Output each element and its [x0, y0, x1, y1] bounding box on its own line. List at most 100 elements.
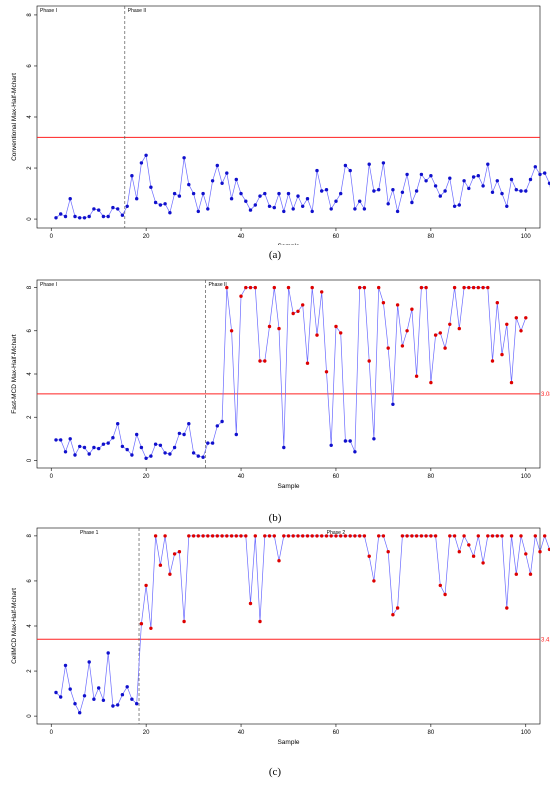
data-point — [225, 534, 229, 538]
data-point — [490, 534, 495, 538]
chart-panel-a: 0 20 40 60 80 100 0 2 4 6 8 Sample Conventional Max-… — [11, 5, 550, 245]
data-point — [329, 534, 333, 538]
data-point — [524, 552, 528, 556]
data-point — [424, 534, 428, 538]
data-point — [528, 177, 533, 182]
data-point — [253, 534, 257, 538]
data-point — [73, 214, 77, 219]
data-point — [163, 534, 167, 538]
data-point — [168, 452, 172, 456]
data-point — [296, 194, 300, 198]
data-point — [153, 534, 158, 538]
data-point — [258, 359, 262, 363]
x-tick-label: 40 — [238, 730, 245, 736]
data-point — [191, 451, 196, 455]
data-point — [210, 179, 215, 183]
data-point — [467, 285, 471, 290]
data-point — [296, 534, 300, 538]
data-point — [92, 697, 96, 701]
phase-2-label: Phase II — [208, 282, 226, 288]
x-tick-label: 20 — [143, 474, 150, 480]
data-point — [533, 165, 537, 169]
data-point — [410, 534, 414, 538]
data-point — [419, 534, 424, 538]
data-point — [92, 445, 96, 450]
data-point — [471, 554, 476, 558]
data-point — [130, 453, 134, 457]
data-point — [438, 194, 442, 198]
data-point — [116, 422, 120, 426]
data-point — [130, 174, 134, 178]
data-point — [301, 204, 305, 208]
data-point — [73, 702, 77, 706]
data-point — [201, 455, 205, 459]
data-point — [120, 693, 125, 697]
data-point — [82, 445, 87, 450]
data-point — [543, 534, 547, 538]
data-point — [158, 203, 163, 207]
data-point — [433, 333, 438, 337]
data-point — [272, 285, 276, 290]
data-point — [524, 316, 528, 320]
data-point — [291, 534, 295, 538]
data-point — [220, 419, 224, 424]
data-point — [353, 450, 357, 454]
data-point — [163, 202, 167, 206]
phase-1-label: Phase I — [40, 8, 57, 14]
y-tick-label: 6 — [27, 579, 33, 583]
data-point — [429, 534, 433, 538]
data-point — [220, 534, 224, 538]
data-point — [87, 660, 91, 664]
y-tick-label: 0 — [27, 714, 33, 718]
data-point — [419, 172, 424, 177]
data-point — [348, 168, 352, 173]
data-point — [277, 191, 281, 196]
y-tick-label: 0 — [27, 458, 33, 462]
data-point — [78, 711, 82, 715]
data-point — [505, 606, 509, 610]
data-point — [514, 316, 518, 320]
data-point — [125, 685, 129, 689]
data-point — [215, 424, 219, 428]
data-point — [348, 534, 352, 538]
data-point — [59, 212, 63, 216]
data-point — [272, 534, 276, 538]
data-point — [486, 162, 490, 166]
data-point — [381, 161, 386, 165]
data-point — [519, 329, 523, 333]
data-point — [286, 191, 291, 196]
data-point — [225, 171, 229, 175]
data-point — [377, 285, 381, 290]
data-point — [149, 454, 153, 458]
data-point — [443, 189, 447, 193]
data-point — [282, 445, 286, 450]
data-point — [135, 197, 139, 201]
data-point — [443, 592, 447, 597]
data-point — [528, 572, 533, 576]
data-point — [234, 432, 238, 437]
data-point — [106, 651, 110, 655]
phase-1-label: Phase 1 — [80, 530, 99, 536]
data-point — [182, 432, 186, 437]
data-point — [106, 441, 110, 445]
data-point — [239, 294, 243, 298]
data-point — [457, 326, 461, 331]
data-point — [362, 534, 367, 538]
data-point — [495, 301, 499, 305]
data-point — [386, 202, 390, 206]
data-point — [286, 285, 291, 290]
data-point — [362, 285, 367, 290]
data-point — [68, 687, 72, 691]
data-point — [500, 352, 504, 357]
x-tick-label: 40 — [238, 474, 245, 480]
data-point — [206, 207, 210, 211]
data-point — [258, 619, 262, 624]
data-point — [343, 439, 348, 443]
data-point — [452, 285, 457, 290]
data-point — [514, 572, 518, 576]
data-point — [63, 663, 68, 668]
data-point — [315, 168, 319, 173]
x-tick-label: 40 — [238, 234, 245, 240]
data-point — [248, 208, 253, 212]
data-point — [481, 285, 485, 290]
